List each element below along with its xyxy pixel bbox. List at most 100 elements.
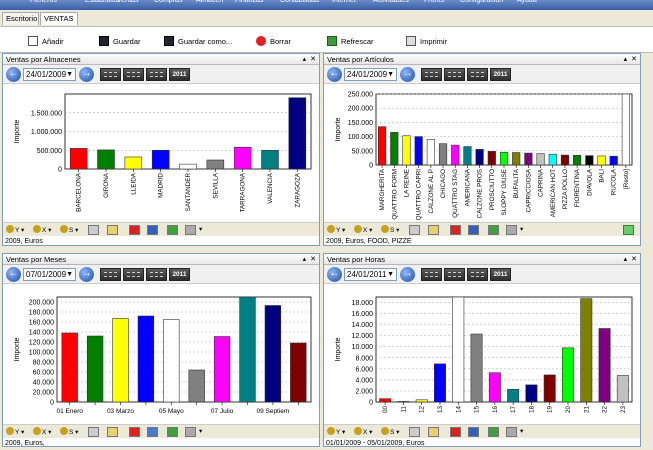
save-button[interactable]: Guardar: [99, 34, 141, 48]
bar-13[interactable]: [536, 153, 545, 166]
date-picker[interactable]: 24/01/2009 ▼: [23, 68, 76, 81]
delete-button[interactable]: Borrar: [256, 34, 291, 48]
dropdown-arrow-icon[interactable]: ▼: [66, 271, 73, 278]
tab-ventas[interactable]: VENTAS: [40, 12, 78, 25]
copy-icon[interactable]: [88, 225, 99, 235]
menu-item-5[interactable]: Finanzas: [235, 0, 264, 4]
date-picker[interactable]: 07/01/2009 ▼: [23, 268, 76, 281]
bar-20[interactable]: [621, 93, 630, 166]
dropdown-arrow-icon[interactable]: ▼: [387, 71, 394, 78]
prev-date-button[interactable]: ←: [6, 67, 21, 82]
bar-3[interactable]: [151, 149, 170, 170]
bar-1[interactable]: [390, 132, 399, 166]
next-date-button[interactable]: →: [79, 267, 94, 282]
add-button[interactable]: Añadir: [28, 34, 64, 48]
bar-2[interactable]: [402, 135, 411, 166]
more-options-dropdown-icon[interactable]: ▾: [520, 428, 524, 435]
menu-item-10[interactable]: Configuración: [460, 0, 504, 4]
bar-7[interactable]: [463, 146, 472, 166]
menu-item-8[interactable]: Actividades: [373, 0, 409, 4]
refresh-button[interactable]: Refrescar: [327, 34, 374, 48]
date-picker[interactable]: 24/01/2009 ▼: [344, 68, 397, 81]
y-axis-button[interactable]: Y ▾: [6, 225, 24, 235]
bar-8[interactable]: [264, 305, 282, 403]
dropdown-arrow-icon[interactable]: ▼: [387, 271, 394, 278]
more-options-dropdown-icon[interactable]: ▾: [199, 226, 203, 233]
series-button[interactable]: S ▾: [60, 427, 78, 437]
bar-11[interactable]: [512, 152, 521, 166]
bar-1[interactable]: [397, 401, 410, 403]
x-axis-button[interactable]: X ▾: [33, 225, 51, 235]
bar-3[interactable]: [414, 136, 423, 166]
table-icon[interactable]: [428, 225, 439, 235]
bar-2[interactable]: [124, 156, 143, 170]
y-axis-button[interactable]: Y ▾: [6, 427, 24, 437]
palette-icon[interactable]: [488, 225, 499, 235]
bar-4[interactable]: [163, 319, 180, 403]
delete-series-icon[interactable]: [129, 225, 140, 235]
image-icon[interactable]: [506, 225, 517, 235]
menu-item-3[interactable]: Compras: [154, 0, 183, 4]
bar-9[interactable]: [290, 342, 307, 403]
tab-escritorio[interactable]: Escritorio: [2, 12, 39, 25]
bar-16[interactable]: [573, 155, 582, 166]
series-button[interactable]: S ▾: [381, 225, 399, 235]
y-axis-button[interactable]: Y ▾: [327, 225, 345, 235]
bar-9[interactable]: [543, 374, 556, 403]
menu-item-0[interactable]: Ficheros: [30, 0, 57, 4]
panel-collapse-close-icon[interactable]: ▴ ✕: [302, 56, 317, 63]
day-view-button[interactable]: [100, 68, 121, 81]
image-icon[interactable]: [185, 225, 196, 235]
bar-6[interactable]: [213, 336, 231, 403]
table-icon[interactable]: [428, 427, 439, 437]
year-view-button[interactable]: 2011: [169, 268, 190, 281]
bar-0[interactable]: [379, 398, 392, 403]
menu-item-7[interactable]: Internet: [332, 0, 356, 4]
refresh-chart-icon[interactable]: [147, 427, 158, 437]
bar-1[interactable]: [86, 335, 104, 403]
menu-item-11[interactable]: Ayuda: [517, 0, 537, 4]
prev-date-button[interactable]: ←: [327, 267, 342, 282]
next-date-button[interactable]: →: [79, 67, 94, 82]
bar-3[interactable]: [434, 363, 446, 403]
refresh-chart-icon[interactable]: [468, 225, 479, 235]
x-axis-button[interactable]: X ▾: [354, 225, 372, 235]
bar-4[interactable]: [452, 296, 465, 403]
bar-14[interactable]: [548, 153, 557, 166]
panel-collapse-close-icon[interactable]: ▴ ✕: [302, 256, 317, 263]
menu-item-4[interactable]: Almacén: [196, 0, 224, 4]
save-as-button[interactable]: Guardar como...: [164, 34, 232, 48]
month-view-button[interactable]: [467, 268, 488, 281]
bar-8[interactable]: [288, 97, 307, 170]
dropdown-arrow-icon[interactable]: ▼: [66, 71, 73, 78]
bar-18[interactable]: [597, 155, 606, 166]
series-button[interactable]: S ▾: [60, 225, 78, 235]
bar-19[interactable]: [609, 155, 618, 166]
bar-6[interactable]: [488, 372, 501, 403]
bar-12[interactable]: [524, 152, 533, 166]
week-view-button[interactable]: [123, 268, 144, 281]
bar-6[interactable]: [451, 144, 460, 166]
bar-13[interactable]: [616, 375, 629, 403]
date-picker[interactable]: 24/01/2011 ▼: [344, 268, 397, 281]
bar-10[interactable]: [562, 347, 574, 403]
bar-6[interactable]: [233, 146, 252, 170]
bar-7[interactable]: [261, 149, 279, 170]
delete-series-icon[interactable]: [450, 427, 461, 437]
table-icon[interactable]: [107, 225, 118, 235]
series-button[interactable]: S ▾: [381, 427, 399, 437]
month-view-button[interactable]: [146, 68, 167, 81]
bar-17[interactable]: [585, 155, 594, 166]
bar-5[interactable]: [188, 369, 205, 403]
bar-4[interactable]: [179, 163, 197, 170]
bar-1[interactable]: [97, 149, 115, 170]
more-options-dropdown-icon[interactable]: ▾: [520, 226, 524, 233]
palette-icon[interactable]: [167, 427, 178, 437]
bar-5[interactable]: [206, 159, 225, 170]
print-button[interactable]: Imprimir: [406, 34, 447, 48]
bar-8[interactable]: [525, 384, 538, 403]
bar-10[interactable]: [499, 151, 509, 166]
day-view-button[interactable]: [100, 268, 121, 281]
bar-4[interactable]: [426, 139, 435, 166]
bar-8[interactable]: [475, 149, 484, 166]
